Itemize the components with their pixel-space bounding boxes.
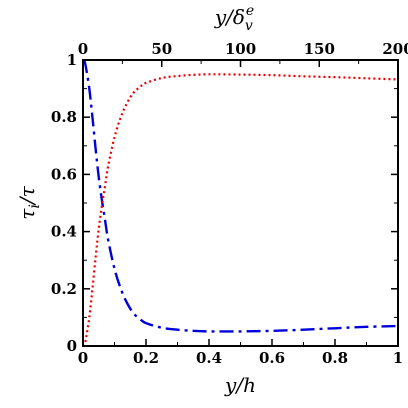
x2-tick-label: 200 bbox=[382, 40, 408, 58]
y-tick-label: 0 bbox=[67, 337, 77, 355]
x-tick-label: 0 bbox=[78, 349, 88, 367]
x-tick-label: 0.4 bbox=[196, 349, 222, 367]
y-tick-label: 0.2 bbox=[51, 280, 77, 298]
x-tick-label: 0.8 bbox=[322, 349, 348, 367]
x-tick-label: 0.6 bbox=[259, 349, 285, 367]
y-tick-label: 0.8 bbox=[51, 108, 77, 126]
x2-tick-label: 0 bbox=[78, 40, 88, 58]
x-tick-label: 0.2 bbox=[133, 349, 159, 367]
series-layer bbox=[82, 58, 399, 347]
y-tick-label: 1 bbox=[67, 51, 77, 69]
x2-axis-label: y/δve bbox=[214, 3, 254, 34]
series-line-0 bbox=[82, 58, 399, 333]
y-tick-label: 0.4 bbox=[51, 223, 77, 241]
plot-frame bbox=[82, 59, 399, 347]
labels-layer: 00.20.40.60.8105010015020000.20.40.60.81… bbox=[15, 3, 408, 397]
ticks-layer bbox=[82, 59, 399, 347]
x2-tick-label: 150 bbox=[304, 40, 335, 58]
x-tick-label: 1 bbox=[393, 349, 403, 367]
series-line-1 bbox=[82, 73, 399, 347]
y-tick-label: 0.6 bbox=[51, 165, 77, 183]
x-axis-label: y/h bbox=[224, 373, 256, 397]
x2-tick-label: 100 bbox=[225, 40, 256, 58]
y-axis-label: τi/τ bbox=[15, 185, 43, 219]
x2-tick-label: 50 bbox=[151, 40, 172, 58]
